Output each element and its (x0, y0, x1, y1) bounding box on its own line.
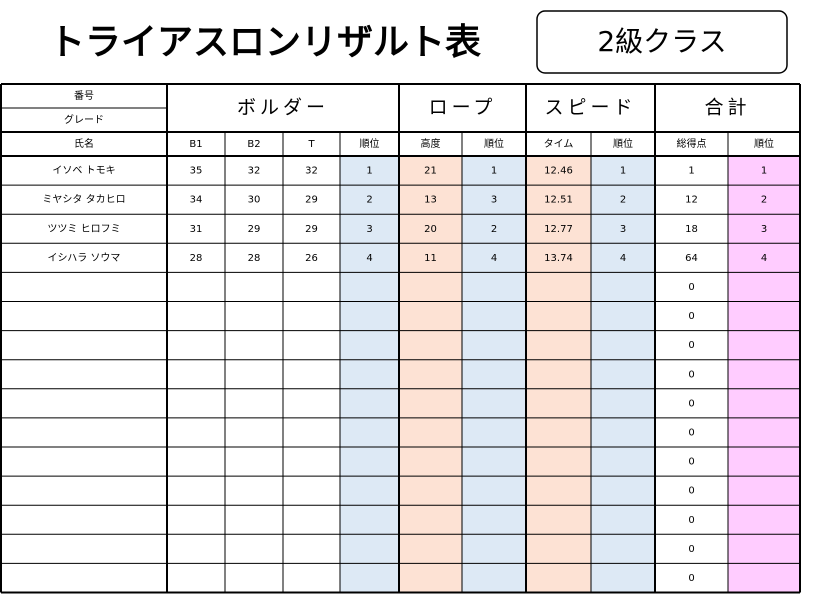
cell: 2 (761, 195, 767, 206)
cell: 0 (688, 398, 694, 409)
cell: 3 (491, 195, 497, 206)
cell: 28 (248, 253, 261, 264)
cell: 29 (305, 224, 318, 235)
cell: 12.51 (544, 195, 573, 206)
cell: 18 (685, 224, 698, 235)
cell: 12.46 (544, 166, 573, 177)
column-fill (591, 156, 655, 593)
cell: 13.74 (544, 253, 573, 264)
cell: 0 (688, 427, 694, 438)
cell: 26 (305, 253, 318, 264)
cell: 4 (620, 253, 626, 264)
column-fill (462, 156, 526, 593)
cell: 0 (688, 515, 694, 526)
cell: 2 (491, 224, 497, 235)
cell: 4 (491, 253, 497, 264)
group-header: ロープ (429, 97, 497, 119)
cell: 34 (190, 195, 203, 206)
title: トライアスロンリザルト表 (49, 22, 481, 63)
cell: 32 (248, 166, 261, 177)
cell: 3 (366, 224, 372, 235)
cell: ツツミ ヒロフミ (47, 223, 120, 235)
cell: 0 (688, 573, 694, 584)
cell: 1 (688, 166, 694, 177)
cell: 1 (761, 166, 767, 177)
class-label: 2級クラス (597, 25, 726, 58)
cell: 31 (190, 224, 203, 235)
column-fill (526, 156, 591, 593)
column-header: 順位 (754, 137, 774, 150)
cell: 21 (424, 166, 437, 177)
cell: 0 (688, 311, 694, 322)
cell: イシハラ ソウマ (48, 252, 121, 264)
cell: 35 (190, 166, 203, 177)
group-header: スピード (544, 97, 636, 119)
column-header: 総得点 (677, 137, 707, 150)
column-header: B1 (189, 139, 202, 150)
column-header: タイム (544, 138, 574, 150)
cell: 0 (688, 544, 694, 555)
column-header: 高度 (421, 137, 441, 150)
column-fill (399, 156, 462, 593)
header-label: 番号 (74, 90, 94, 102)
cell: 0 (688, 457, 694, 468)
cell: 29 (248, 224, 261, 235)
cell: ミヤシタ タカヒロ (42, 194, 125, 206)
column-fill (340, 156, 399, 593)
column-header: 順位 (360, 137, 380, 150)
class-box (536, 10, 788, 74)
column-header: 氏名 (74, 137, 94, 150)
group-header: 合計 (704, 97, 750, 119)
cell: 1 (366, 166, 372, 177)
cell: 3 (761, 224, 767, 235)
column-fill (728, 156, 800, 593)
cell: イソベ トモキ (52, 165, 115, 177)
cell: 13 (424, 195, 437, 206)
cell: 29 (305, 195, 318, 206)
cell: 1 (620, 166, 626, 177)
column-header: 順位 (484, 137, 504, 150)
column-header: B2 (247, 139, 260, 150)
cell: 2 (620, 195, 626, 206)
cell: 0 (688, 282, 694, 293)
cell: 2 (366, 195, 372, 206)
cell: 0 (688, 340, 694, 351)
cell: 12.77 (544, 224, 573, 235)
cell: 0 (688, 369, 694, 380)
cell: 0 (688, 486, 694, 497)
cell: 4 (761, 253, 767, 264)
group-header: ボルダー (237, 97, 329, 119)
cell: 11 (424, 253, 437, 264)
cell: 30 (248, 195, 261, 206)
cell: 20 (424, 224, 437, 235)
header-label: グレード (64, 113, 104, 126)
cell: 64 (685, 253, 698, 264)
cell: 12 (685, 195, 698, 206)
cell: 28 (190, 253, 203, 264)
column-header: 順位 (613, 137, 633, 150)
column-header: T (307, 139, 315, 150)
cell: 3 (620, 224, 626, 235)
cell: 32 (305, 166, 318, 177)
cell: 4 (366, 253, 372, 264)
cell: 1 (491, 166, 497, 177)
